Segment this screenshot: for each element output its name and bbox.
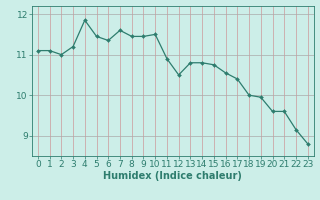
X-axis label: Humidex (Indice chaleur): Humidex (Indice chaleur) (103, 171, 242, 181)
